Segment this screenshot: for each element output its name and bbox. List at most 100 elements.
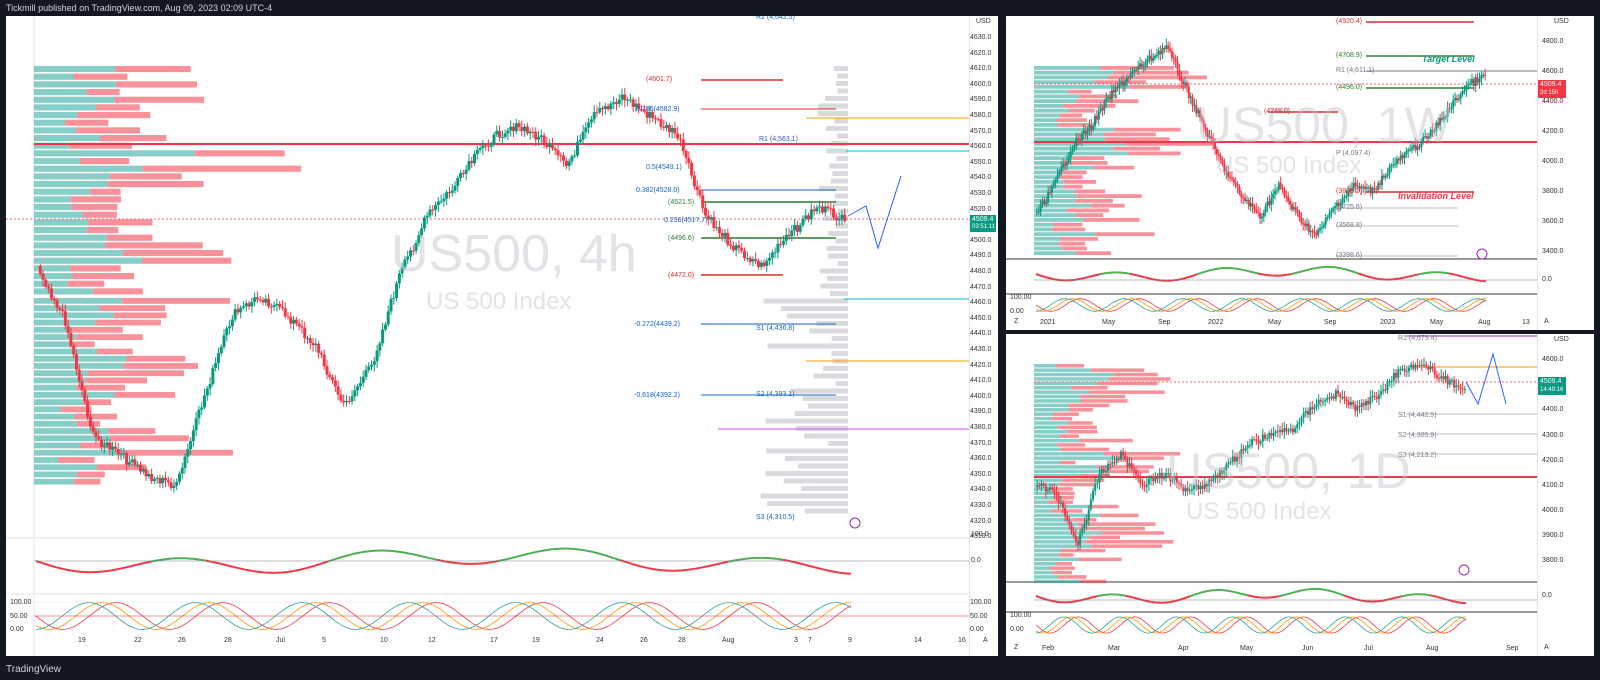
time-tick-label: 26 bbox=[178, 637, 186, 644]
time-tick-label-1w: 2023 bbox=[1380, 319, 1396, 326]
volume-profile-lower-4h bbox=[34, 298, 233, 485]
level-label: S2 (4,393.1) bbox=[756, 391, 795, 398]
price-tick-label-1w: 4400.0 bbox=[1542, 98, 1564, 105]
level-label: 0.5(4549.1) bbox=[646, 164, 682, 171]
level-label-1w: P (4,097.4) bbox=[1336, 150, 1371, 157]
price-tick-label: 4630.0 bbox=[970, 34, 992, 41]
log-scale-toggle-1w[interactable]: Z bbox=[1014, 318, 1019, 325]
price-tick-label-1d: 3800.0 bbox=[1542, 557, 1564, 564]
time-tick-label-1d: Aug bbox=[1426, 645, 1439, 652]
price-tick-label: 4330.0 bbox=[970, 502, 992, 509]
chart-canvas-1w[interactable] bbox=[1006, 16, 1594, 330]
time-tick-label: 10 bbox=[380, 637, 388, 644]
price-tick-label-1d: 3900.0 bbox=[1542, 532, 1564, 539]
chart-panel-1w[interactable]: US500, 1W US 500 Index USD 4800.0 4600.0 4… bbox=[1006, 16, 1594, 330]
auto-scale-button-4h[interactable]: A bbox=[983, 637, 988, 644]
time-tick-label-1d: Mar bbox=[1108, 645, 1121, 652]
rsi-tick-label: 0.0 bbox=[971, 557, 981, 564]
chart-panel-4h[interactable]: US500, 4h US 500 Index USD 4630.0 4620.0 4… bbox=[6, 16, 998, 656]
price-tick-label: 4480.0 bbox=[970, 268, 992, 275]
time-tick-label-1w: 2021 bbox=[1040, 319, 1056, 326]
price-tick-label: 4620.0 bbox=[970, 49, 992, 57]
price-tick-label: 4390.0 bbox=[970, 408, 992, 416]
time-tick-label-1w: May bbox=[1102, 319, 1116, 326]
time-tick-label-1w: 2022 bbox=[1208, 319, 1224, 326]
chart-panel-1d[interactable]: US500, 1D US 500 Index USD 4600.04500.04… bbox=[1006, 334, 1594, 656]
price-tick-label: 4360.0 bbox=[970, 455, 992, 463]
rsi-line-1d bbox=[1035, 587, 1467, 605]
time-tick-label: 17 bbox=[490, 637, 498, 644]
price-tick-label-1d: 4200.0 bbox=[1542, 457, 1564, 464]
price-tick-label: 4340.0 bbox=[970, 486, 992, 494]
level-label-1d: S3 (4,213.2) bbox=[1398, 452, 1437, 459]
tradingview-logo[interactable]: TradingView bbox=[6, 664, 62, 675]
stoch-tick-label-1d: 0.00 bbox=[1010, 626, 1024, 633]
price-axis-1w[interactable] bbox=[1537, 16, 1594, 330]
time-tick-label: 9 bbox=[848, 637, 852, 644]
level-label: 0.236(4517.7) bbox=[664, 217, 708, 224]
stoch-tick-label-1d: 100.00 bbox=[1010, 612, 1032, 619]
price-tick-label: 4370.0 bbox=[970, 439, 992, 447]
stoch-tick-label-right: 0.00 bbox=[970, 626, 984, 633]
price-tick-label: 4520.0 bbox=[970, 205, 992, 213]
stoch-tick-label-1w: 100.00 bbox=[1010, 294, 1032, 301]
price-tick-label: 4580.0 bbox=[970, 112, 992, 119]
level-label-1d: S2 (4,305.9) bbox=[1398, 432, 1437, 439]
time-tick-label-1d: Jun bbox=[1302, 645, 1314, 652]
level-label-1w: (4920.4) bbox=[1336, 18, 1363, 25]
currency-label-1w: USD bbox=[1554, 18, 1569, 25]
price-tick-label: 4610.0 bbox=[970, 65, 992, 73]
price-tick-label-1w: 4600.0 bbox=[1542, 68, 1564, 75]
price-axis-4h[interactable] bbox=[969, 16, 998, 656]
price-tick-label-1w: 3400.0 bbox=[1542, 248, 1564, 255]
level-label: (4601.7) bbox=[646, 76, 673, 83]
level-label: -0.272(4439.2) bbox=[634, 321, 680, 328]
price-tick-label-1w: 4000.0 bbox=[1542, 158, 1564, 165]
auto-scale-button-1d[interactable]: A bbox=[1544, 644, 1549, 651]
time-tick-label: 7 bbox=[808, 637, 812, 644]
price-tick-label: 4560.0 bbox=[970, 143, 992, 151]
volume-profile-1d bbox=[1034, 364, 1180, 584]
price-candles-4h bbox=[38, 87, 847, 493]
time-tick-label: 19 bbox=[78, 637, 86, 644]
bar-countdown-1d: 14:49:16 bbox=[1538, 386, 1566, 395]
level-label: 0.382(4528.0) bbox=[636, 187, 680, 194]
price-tick-label-1w: 4800.0 bbox=[1542, 38, 1564, 45]
time-tick-label: 12 bbox=[428, 637, 436, 644]
chart-canvas-1d[interactable] bbox=[1006, 334, 1594, 656]
price-tick-label-1d: 4600.0 bbox=[1542, 356, 1564, 363]
level-label-1w: (3808.2) bbox=[1336, 188, 1363, 195]
last-price-badge-4h: 4509.4 bbox=[970, 215, 996, 224]
time-tick-label-1w: May bbox=[1430, 319, 1444, 326]
level-label: (4472.0) bbox=[668, 272, 695, 279]
price-tick-label-1d: 4300.0 bbox=[1542, 432, 1564, 439]
price-tick-label-1d: 4400.0 bbox=[1542, 406, 1564, 413]
time-tick-label: 19 bbox=[532, 637, 540, 644]
auto-scale-button-1w[interactable]: A bbox=[1544, 318, 1549, 325]
level-label-1w: (4708.9) bbox=[1336, 52, 1363, 59]
time-tick-label: Jul bbox=[276, 637, 285, 644]
price-tick-label: 4410.0 bbox=[970, 377, 992, 385]
stoch-tick-label-1w: 0.00 bbox=[1010, 308, 1024, 315]
price-tick-label: 4540.0 bbox=[970, 174, 992, 182]
level-label: (4496.6) bbox=[668, 235, 695, 242]
bar-countdown-4h: 03:51:11 bbox=[970, 223, 996, 232]
level-label-1d: R1 (4,679.4) bbox=[1398, 335, 1437, 342]
stoch-tick-label: 50.00 bbox=[10, 613, 28, 620]
rsi-line-1w bbox=[1035, 265, 1487, 283]
rsi-tick-label-1d: 0.0 bbox=[1542, 592, 1552, 599]
price-tick-label: 4350.0 bbox=[970, 470, 992, 478]
bar-countdown-1w: 2d 15h bbox=[1538, 89, 1566, 98]
price-tick-label: 4470.0 bbox=[970, 283, 992, 291]
forecast-path-1d bbox=[1465, 352, 1507, 406]
stoch-tick-label: 0.00 bbox=[10, 626, 24, 633]
time-tick-label: 28 bbox=[224, 637, 232, 644]
level-label-1w: (3725.6) bbox=[1336, 204, 1363, 211]
forecast-path-4h bbox=[847, 175, 902, 250]
lightning-icon-1w bbox=[1476, 248, 1488, 260]
price-tick-label: 4530.0 bbox=[970, 190, 992, 197]
log-scale-toggle-1d[interactable]: Z bbox=[1014, 644, 1019, 651]
volume-profile-upper-4h bbox=[34, 66, 302, 295]
price-tick-label: 4320.0 bbox=[970, 517, 992, 525]
chart-canvas-4h[interactable] bbox=[6, 16, 998, 656]
